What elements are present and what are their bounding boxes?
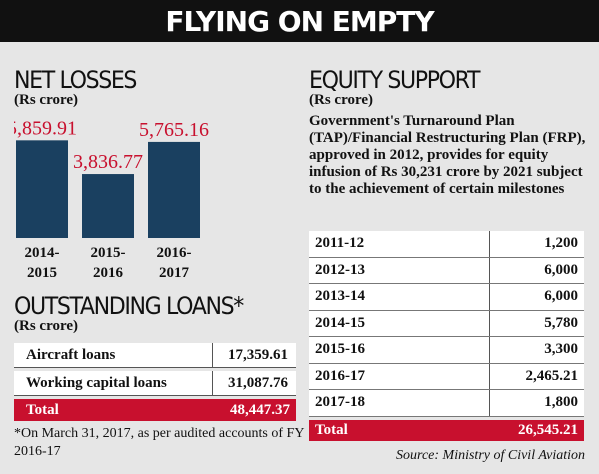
equity-value: 2,465.21: [525, 367, 579, 384]
loan-label: Working capital loans: [14, 371, 213, 395]
x-tick-label: 2017: [159, 265, 190, 281]
table-row: Aircraft loans 17,359.61: [14, 343, 296, 368]
loan-label: Aircraft loans: [14, 343, 213, 367]
table-row: 2014-15 5,780: [309, 310, 584, 337]
bar: [82, 174, 134, 238]
x-tick-label: 2016-: [157, 245, 192, 261]
loans-total-row: Total 48,447.37: [14, 399, 296, 421]
table-row: 2015-16 3,300: [309, 337, 584, 364]
table-row: 2017-18 1,800: [309, 390, 584, 417]
x-tick-label: 2016: [93, 265, 124, 281]
equity-value: 3,300: [544, 341, 578, 358]
loans-heading: OUTSTANDING LOANS*: [14, 292, 244, 320]
bar-value-label: 3,836.77: [73, 151, 143, 173]
equity-value: 1,800: [544, 394, 578, 411]
x-tick-label: 2015-: [91, 245, 126, 261]
table-row: 2016-17 2,465.21: [309, 363, 584, 390]
equity-year: 2014-15: [309, 310, 490, 336]
bar-value-label: 5,859.91: [14, 117, 77, 139]
loans-total-value: 48,447.37: [230, 401, 290, 418]
equity-unit: (Rs crore): [309, 92, 373, 108]
equity-value: 5,780: [544, 314, 578, 331]
net-losses-unit: (Rs crore): [14, 92, 78, 108]
equity-total-row: Total 26,545.21: [309, 419, 584, 441]
x-tick-label: 2014-: [25, 245, 60, 261]
equity-table: 2011-12 1,200 2012-13 6,000 2013-14 6,00…: [309, 231, 584, 441]
equity-total-value: 26,545.21: [518, 421, 578, 438]
net-losses-bar-chart: 5,859.91 2014- 2015 3,836.77 2015- 2016 5,765.…: [14, 117, 209, 281]
bar: [148, 141, 200, 238]
table-row: 2012-13 6,000: [309, 257, 584, 284]
equity-value: 6,000: [544, 288, 578, 305]
equity-year: 2015-16: [309, 337, 490, 363]
table-row: 2011-12 1,200: [309, 231, 584, 258]
loans-table: Aircraft loans 17,359.61 Working capital…: [14, 343, 296, 421]
equity-heading: EQUITY SUPPORT: [309, 66, 480, 94]
equity-year: 2012-13: [309, 257, 490, 283]
equity-value: 1,200: [544, 235, 578, 252]
equity-year: 2017-18: [309, 390, 490, 416]
net-losses-heading: NET LOSSES: [14, 66, 137, 94]
table-row: Working capital loans 31,087.76: [14, 371, 296, 396]
equity-year: 2013-14: [309, 284, 490, 310]
table-row: 2013-14 6,000: [309, 284, 584, 311]
source-note: Source: Ministry of Civil Aviation: [396, 448, 585, 463]
x-tick-label: 2015: [27, 265, 57, 281]
bar-value-label: 5,765.16: [139, 119, 209, 141]
equity-value: 6,000: [544, 261, 578, 278]
loans-total-label: Total: [26, 401, 59, 418]
bar: [16, 140, 68, 238]
loans-footnote: *On March 31, 2017, as per audited accou…: [14, 426, 304, 459]
loan-value: 17,359.61: [228, 346, 288, 363]
equity-year: 2016-17: [309, 363, 490, 389]
loan-value: 31,087.76: [228, 374, 288, 391]
title-banner: FLYING ON EMPTY: [0, 0, 599, 42]
equity-total-label: Total: [315, 421, 348, 438]
loans-unit: (Rs crore): [14, 318, 78, 334]
page-title: FLYING ON EMPTY: [165, 4, 434, 38]
equity-description: Government's Turnaround Plan (TAP)/Finan…: [309, 113, 586, 197]
equity-year: 2011-12: [309, 231, 490, 257]
